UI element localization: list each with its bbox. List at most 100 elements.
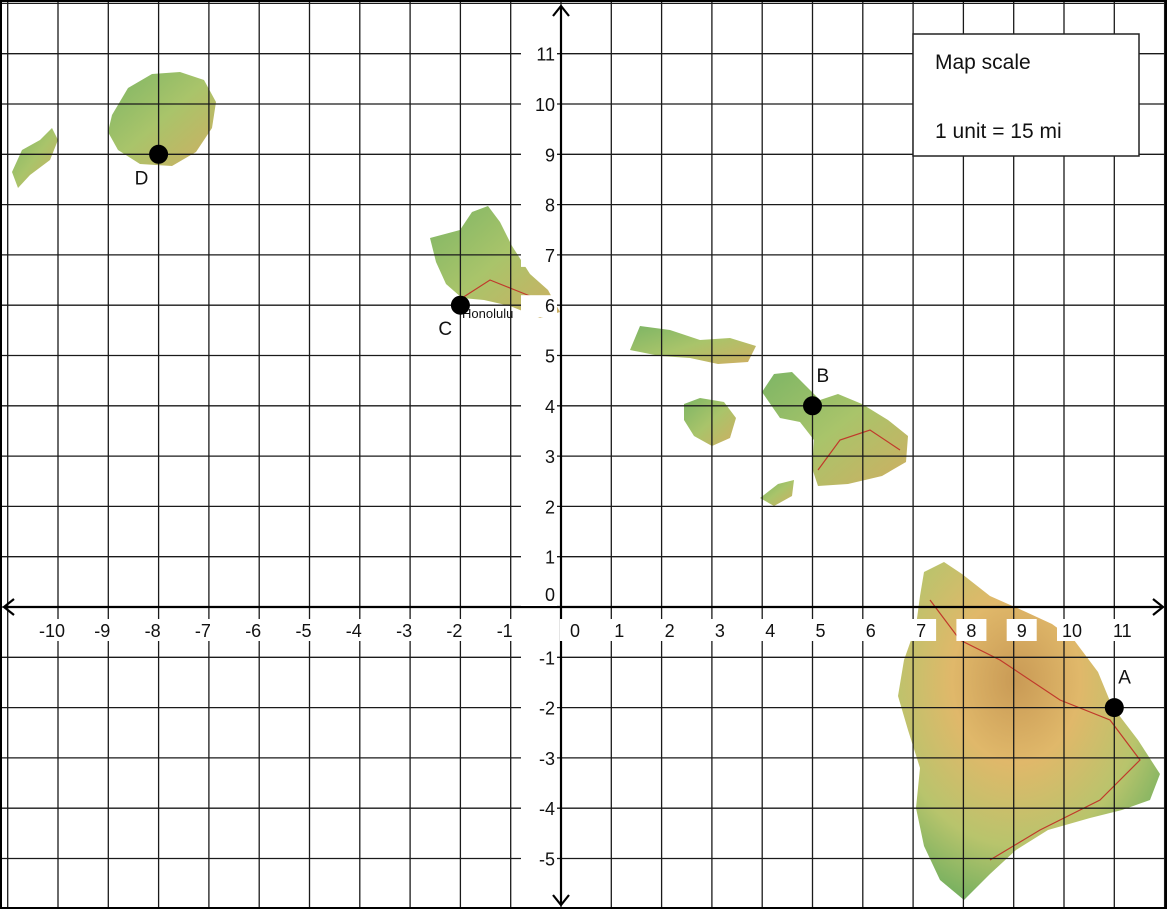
x-tick-label-bg xyxy=(87,619,118,641)
y-tick-label: -1 xyxy=(539,648,555,668)
x-tick-label: -10 xyxy=(39,621,65,641)
y-tick-label-bg xyxy=(521,446,557,469)
islands-layer: Honolulu xyxy=(12,72,1160,900)
x-tick-label: -1 xyxy=(497,621,513,641)
point-label-a: A xyxy=(1118,668,1131,689)
coordinate-axes xyxy=(2,4,1165,907)
island-niihau xyxy=(12,128,58,188)
y-tick-label: 7 xyxy=(545,246,555,266)
x-tick-label: -4 xyxy=(346,621,362,641)
road-maui xyxy=(817,429,901,471)
x-axis-arrow-left xyxy=(2,598,15,616)
marked-points: A B C D xyxy=(135,144,1131,718)
x-tick-label-bg xyxy=(604,619,635,641)
x-tick-label: -8 xyxy=(145,621,161,641)
y-tick-label-bg xyxy=(521,496,557,519)
x-tick-label: 9 xyxy=(1017,621,1027,641)
y-tick-label: 2 xyxy=(545,497,555,517)
x-tick-label-bg xyxy=(704,619,735,641)
honolulu-label: Honolulu xyxy=(462,306,513,321)
y-tick-label-bg xyxy=(521,584,557,606)
x-tick-label-bg xyxy=(560,619,590,641)
y-axis-arrow-up xyxy=(552,4,570,17)
x-tick-label-bg xyxy=(288,619,319,641)
point-label-b: B xyxy=(817,366,830,387)
x-tick-label: -5 xyxy=(295,621,311,641)
x-tick-label-bg xyxy=(389,619,420,641)
x-tick-label-bg xyxy=(338,619,369,641)
y-tick-label: 11 xyxy=(536,45,555,65)
map-scale-box: Map scale 1 unit = 15 mi xyxy=(912,33,1140,157)
x-tick-label-bg xyxy=(489,619,520,641)
x-tick-label-bg xyxy=(1107,619,1138,641)
point-label-d: D xyxy=(135,168,149,189)
point-c xyxy=(450,295,470,315)
x-tick-label: -2 xyxy=(446,621,462,641)
x-tick-label: 8 xyxy=(966,621,976,641)
y-tick-label: -2 xyxy=(539,699,555,719)
map-scale-title: Map scale xyxy=(935,51,1031,74)
y-tick-label-bg xyxy=(521,647,557,670)
x-tick-label: 11 xyxy=(1113,621,1132,641)
x-tick-label-bg xyxy=(1006,619,1037,641)
y-tick-label: 0 xyxy=(545,585,555,605)
x-tick-label-bg xyxy=(855,619,886,641)
island-kauai xyxy=(108,72,216,166)
island-oahu xyxy=(430,206,560,318)
x-tick-label: -7 xyxy=(195,621,211,641)
y-tick-label-bg xyxy=(521,94,557,116)
y-tick-label: -3 xyxy=(539,749,555,769)
x-tick-label: 2 xyxy=(665,621,675,641)
x-tick-label-bg xyxy=(654,619,685,641)
y-tick-label-bg xyxy=(521,194,557,217)
y-tick-label-bg xyxy=(521,747,557,770)
y-tick-label: -4 xyxy=(539,799,555,819)
x-tick-label: -6 xyxy=(245,621,261,641)
island-molokai xyxy=(630,326,756,364)
island-lanai xyxy=(684,398,736,446)
x-tick-label-bg xyxy=(956,619,987,641)
x-tick-label-bg xyxy=(906,619,937,641)
point-b xyxy=(803,396,822,416)
x-tick-label: 1 xyxy=(614,621,624,641)
x-tick-label: 0 xyxy=(570,621,580,641)
y-tick-label: 9 xyxy=(545,145,555,165)
y-tick-label: 1 xyxy=(545,548,555,568)
y-tick-label-bg xyxy=(521,848,557,871)
y-tick-label: 5 xyxy=(545,347,555,367)
point-label-c: C xyxy=(438,319,452,340)
point-d xyxy=(149,144,169,164)
point-a xyxy=(1104,698,1124,718)
x-tick-label-bg xyxy=(439,619,470,641)
road-oahu xyxy=(461,279,541,301)
island-maui xyxy=(762,372,908,486)
x-tick-label-bg xyxy=(137,619,168,641)
map-scale-text: 1 unit = 15 mi xyxy=(935,120,1062,143)
x-tick-label-bg xyxy=(755,619,786,641)
map-scale-border xyxy=(912,33,1140,157)
x-tick-label: 3 xyxy=(715,621,725,641)
x-tick-label-bg xyxy=(805,619,836,641)
y-axis-arrow-down xyxy=(552,894,570,907)
y-tick-label-bg xyxy=(521,546,557,569)
y-tick-label: -5 xyxy=(539,850,555,870)
y-tick-label: 8 xyxy=(545,196,555,216)
x-axis-labels: -10 -9 -8 -7 -6 -5 -4 -3 -2 -1 0 1 2 3 4 5 6 7 8 9 10 11 xyxy=(37,619,1138,641)
y-tick-label: 4 xyxy=(545,397,555,417)
x-tick-label-bg xyxy=(1057,619,1087,641)
y-tick-label-bg xyxy=(521,43,557,66)
x-tick-label-bg xyxy=(187,619,218,641)
y-tick-label: 3 xyxy=(545,447,555,467)
island-kahoolawe xyxy=(760,480,794,506)
y-tick-label-bg xyxy=(521,345,557,368)
x-tick-label: -9 xyxy=(94,621,110,641)
road-hawaii xyxy=(929,599,1141,861)
y-tick-label-bg xyxy=(521,244,557,267)
y-tick-label-bg xyxy=(521,395,557,418)
x-tick-label: 5 xyxy=(815,621,825,641)
x-axis-arrow-right xyxy=(1152,598,1165,616)
y-tick-label: 6 xyxy=(545,296,555,316)
